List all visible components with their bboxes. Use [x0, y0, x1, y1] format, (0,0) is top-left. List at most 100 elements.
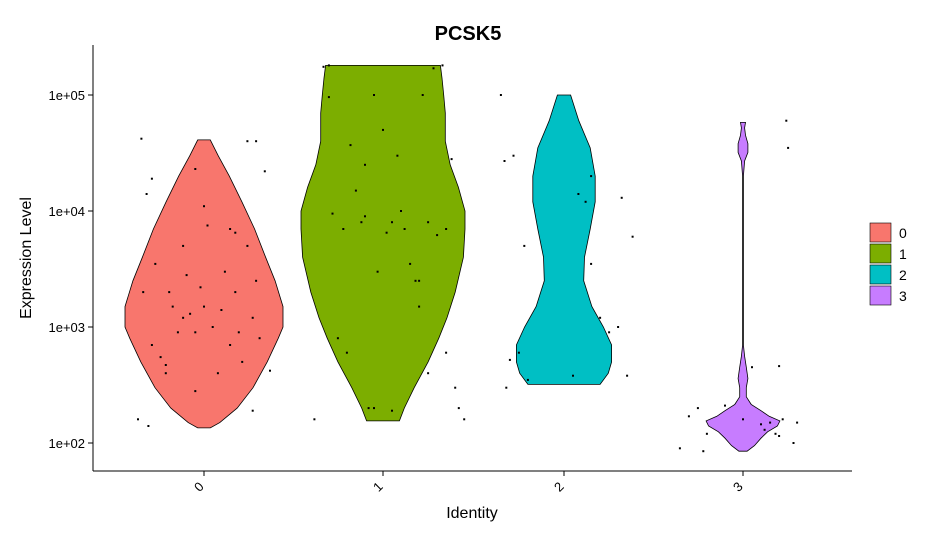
point-1-24 [418, 279, 421, 282]
point-0-34 [258, 337, 261, 340]
x-axis: 0 1 2 3 [93, 470, 852, 495]
point-1-31 [441, 64, 444, 67]
point-1-22 [409, 262, 412, 265]
point-3-5 [724, 404, 726, 407]
point-0-14 [185, 274, 188, 277]
point-1-13 [373, 94, 375, 96]
point-0-29 [237, 331, 240, 334]
point-0-38 [194, 390, 197, 393]
legend-label-2: 2 [899, 267, 907, 283]
point-0-31 [246, 244, 249, 247]
point-3-14 [785, 119, 788, 122]
point-3-2 [696, 407, 699, 410]
point-0-8 [140, 137, 143, 140]
point-3-10 [769, 421, 772, 424]
y-axis: 1e+02 1e+03 1e+04 1e+05 [48, 45, 94, 471]
y-tick-label-1: 1e+03 [48, 320, 85, 335]
point-1-0 [313, 418, 316, 421]
violin-2 [516, 94, 612, 385]
legend-label-0: 0 [899, 225, 907, 241]
point-2-9 [577, 193, 580, 195]
point-0-36 [255, 140, 258, 143]
point-0-7 [145, 193, 148, 195]
point-3-3 [702, 450, 705, 453]
point-1-4 [331, 212, 334, 215]
point-1-3 [327, 64, 330, 67]
point-1-30 [436, 234, 439, 237]
point-2-18 [620, 196, 623, 199]
point-1-15 [376, 270, 379, 273]
point-1-12 [367, 407, 370, 410]
point-0-37 [246, 140, 249, 143]
point-0-39 [168, 291, 171, 294]
point-1-7 [345, 351, 348, 354]
point-1-18 [391, 221, 393, 224]
point-1-38 [364, 163, 366, 166]
point-0-17 [194, 168, 197, 170]
point-0-1 [147, 425, 150, 427]
point-1-11 [364, 215, 366, 218]
legend-label-1: 1 [899, 246, 907, 262]
point-1-23 [414, 279, 417, 282]
y-tick-label-2: 1e+04 [48, 204, 85, 219]
point-0-30 [241, 360, 244, 363]
point-2-6 [523, 244, 526, 247]
x-axis-title: Identity [446, 505, 498, 522]
x-tick-label-3: 3 [730, 479, 746, 495]
point-2-0 [499, 94, 502, 96]
point-0-27 [229, 228, 232, 230]
point-0-35 [263, 170, 266, 173]
point-3-0 [678, 447, 681, 450]
point-0-20 [206, 224, 209, 227]
legend-key-2 [869, 264, 892, 285]
point-0-15 [189, 312, 192, 315]
point-1-27 [427, 221, 430, 224]
point-1-1 [322, 65, 325, 68]
point-0-25 [223, 270, 226, 273]
y-tick-label-0: 1e+02 [48, 436, 85, 451]
y-axis-title: Expression Level [18, 197, 35, 319]
violins [124, 65, 781, 452]
point-2-13 [599, 316, 602, 319]
point-3-4 [705, 432, 708, 435]
point-1-16 [382, 128, 384, 131]
point-1-6 [342, 228, 345, 230]
jitter-points [137, 64, 799, 453]
point-2-14 [608, 331, 611, 334]
point-0-18 [199, 286, 202, 289]
violin-1 [300, 65, 466, 422]
point-3-1 [687, 415, 690, 418]
point-3-7 [751, 366, 753, 369]
point-1-36 [457, 407, 460, 410]
point-2-17 [631, 235, 634, 238]
point-2-5 [517, 351, 520, 354]
point-2-16 [626, 374, 629, 377]
point-3-9 [763, 428, 766, 431]
point-0-9 [150, 177, 153, 180]
point-0-6 [142, 291, 145, 294]
legend: 0 1 2 3 [869, 222, 907, 306]
point-2-8 [572, 374, 574, 377]
point-1-21 [403, 228, 406, 230]
point-2-15 [617, 326, 620, 328]
point-3-16 [792, 442, 795, 444]
point-0-26 [229, 344, 232, 346]
point-0-13 [182, 244, 185, 247]
point-0-33 [255, 279, 258, 282]
x-tick-label-2: 2 [551, 479, 567, 495]
point-0-5 [164, 372, 167, 375]
point-1-10 [360, 221, 363, 224]
legend-key-0 [869, 222, 892, 243]
point-1-37 [463, 418, 466, 421]
point-3-6 [742, 418, 744, 421]
violin-3 [705, 122, 781, 452]
x-tick-label-1: 1 [370, 479, 386, 495]
point-0-12 [182, 316, 185, 319]
point-0-43 [234, 291, 237, 294]
point-0-4 [159, 356, 162, 359]
point-1-35 [454, 386, 457, 389]
point-0-23 [216, 372, 219, 375]
point-2-10 [584, 200, 587, 203]
point-3-15 [787, 146, 790, 149]
point-0-22 [211, 326, 214, 328]
